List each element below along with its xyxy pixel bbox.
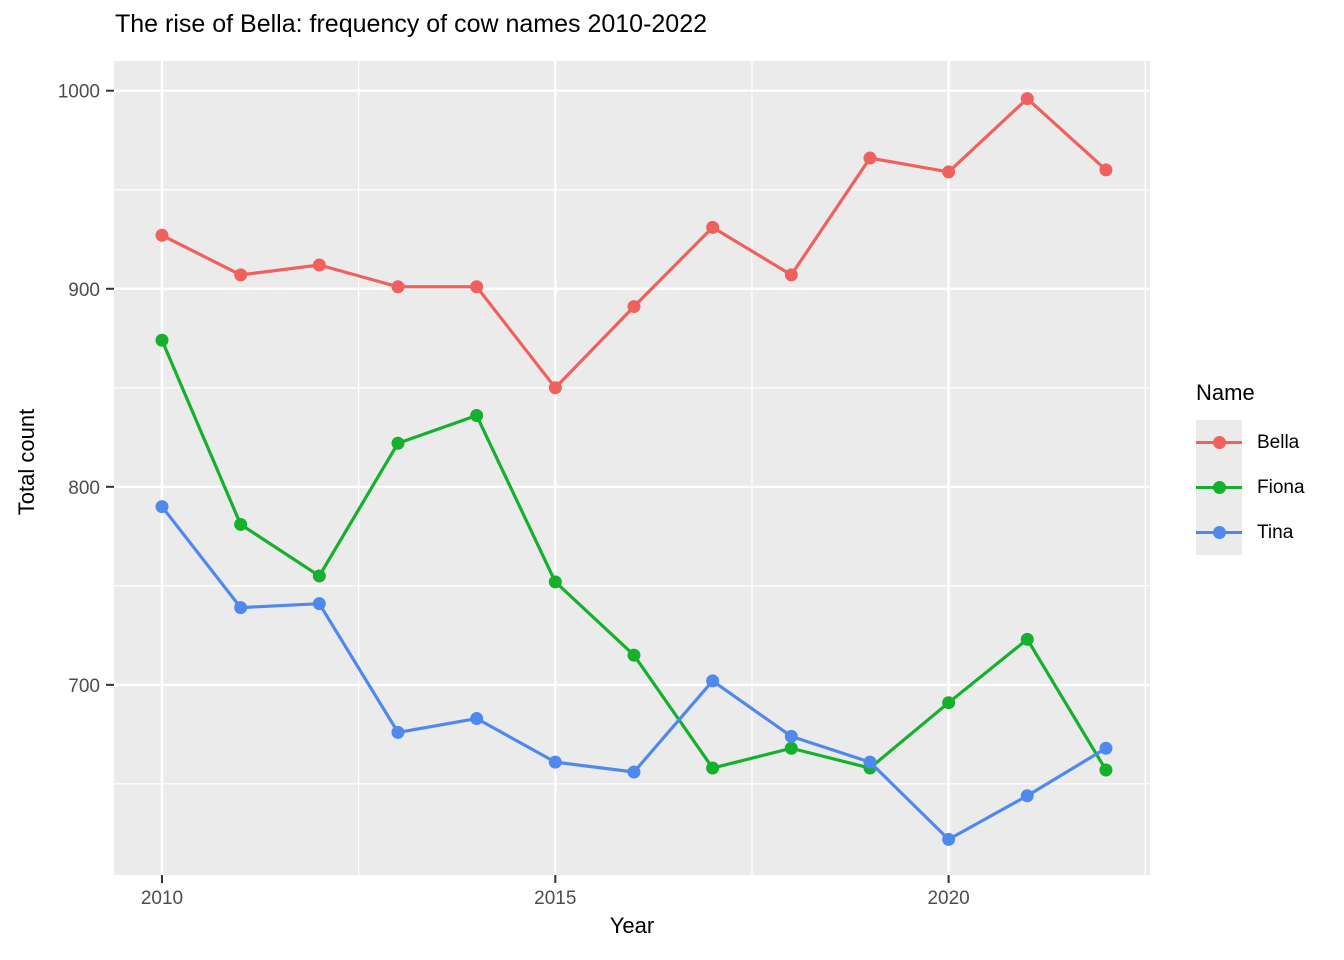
data-point-bella: [234, 268, 248, 282]
y-tick-label: 700: [68, 676, 100, 697]
data-point-bella: [1099, 163, 1113, 177]
data-point-fiona: [942, 696, 956, 710]
legend-label: Bella: [1257, 431, 1300, 453]
data-point-tina: [548, 755, 562, 769]
data-point-fiona: [627, 648, 641, 662]
data-point-bella: [548, 381, 562, 395]
data-point-bella: [942, 165, 956, 179]
data-point-tina: [627, 765, 641, 779]
chart-title: The rise of Bella: frequency of cow name…: [115, 10, 708, 38]
plot-panel: [114, 61, 1150, 875]
data-point-tina: [863, 755, 877, 769]
legend-item-bella: Bella: [1196, 420, 1305, 465]
legend-title: Name: [1196, 380, 1255, 405]
data-point-tina: [155, 500, 169, 514]
legend-key-swatch: [1196, 510, 1242, 555]
point-swatch-icon: [1212, 481, 1226, 494]
data-point-tina: [1099, 741, 1113, 755]
data-point-fiona: [784, 741, 798, 755]
legend: Name Bella Fiona: [1196, 380, 1305, 555]
x-tick-label: 2010: [141, 888, 183, 909]
x-axis-title: Year: [609, 913, 655, 938]
legend-label: Tina: [1257, 521, 1294, 543]
point-swatch-icon: [1212, 526, 1226, 539]
legend-key-swatch: [1196, 420, 1242, 465]
data-point-tina: [706, 674, 720, 688]
data-point-tina: [1020, 789, 1034, 803]
x-tick-label: 2015: [534, 888, 576, 909]
data-point-fiona: [1020, 632, 1034, 646]
legend-key-swatch: [1196, 465, 1242, 510]
data-point-fiona: [548, 575, 562, 589]
data-point-bella: [312, 258, 326, 272]
data-point-tina: [234, 601, 248, 615]
data-point-bella: [1020, 92, 1034, 106]
data-point-tina: [312, 597, 326, 611]
legend-item-fiona: Fiona: [1196, 465, 1305, 510]
y-tick-label: 900: [68, 280, 100, 301]
point-swatch-icon: [1212, 436, 1226, 449]
data-point-bella: [706, 220, 720, 234]
data-point-fiona: [155, 333, 169, 347]
data-point-bella: [784, 268, 798, 282]
legend-label: Fiona: [1257, 476, 1305, 498]
data-point-fiona: [312, 569, 326, 583]
y-tick-label: 1000: [58, 82, 100, 103]
data-point-fiona: [706, 761, 720, 775]
data-point-tina: [470, 712, 484, 726]
legend-item-tina: Tina: [1196, 510, 1305, 555]
y-axis-title: Total count: [14, 408, 39, 516]
data-point-fiona: [234, 517, 248, 531]
data-point-bella: [627, 300, 641, 314]
data-point-bella: [155, 228, 169, 242]
data-point-tina: [391, 725, 405, 739]
data-point-fiona: [470, 409, 484, 423]
data-point-bella: [470, 280, 484, 294]
data-point-tina: [942, 832, 956, 846]
legend-items: Bella Fiona Tina: [1196, 420, 1305, 555]
data-point-fiona: [1099, 763, 1113, 777]
data-point-bella: [391, 280, 405, 294]
data-point-bella: [863, 151, 877, 165]
y-tick-label: 800: [68, 478, 100, 499]
data-point-tina: [784, 729, 798, 743]
data-point-fiona: [391, 436, 405, 450]
x-tick-label: 2020: [927, 888, 969, 909]
